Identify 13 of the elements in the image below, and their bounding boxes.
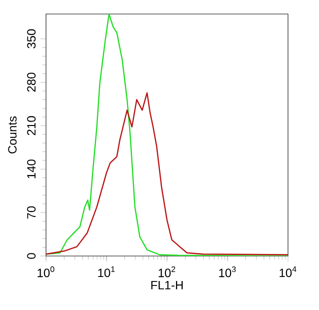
y-axis-title: Counts — [8, 116, 17, 154]
y-tick-label: 70 — [27, 206, 36, 219]
y-tick-label: 0 — [27, 253, 36, 259]
x-tick-label: 10$^{4}$ — [280, 266, 296, 278]
x-tick-label: 10$^{0}$ — [38, 266, 54, 278]
y-tick-label: 350 — [27, 29, 36, 48]
x-tick-label: 10$^{1}$ — [98, 266, 115, 278]
x-tick-label: 10$^{3}$ — [219, 266, 236, 278]
x-axis-title: FL1-H — [151, 281, 183, 290]
y-tick-label: 140 — [27, 160, 36, 178]
x-tick-label: 10$^{2}$ — [158, 266, 176, 278]
y-tick-label: 210 — [27, 116, 36, 136]
y-tick-label: 280 — [27, 72, 36, 92]
